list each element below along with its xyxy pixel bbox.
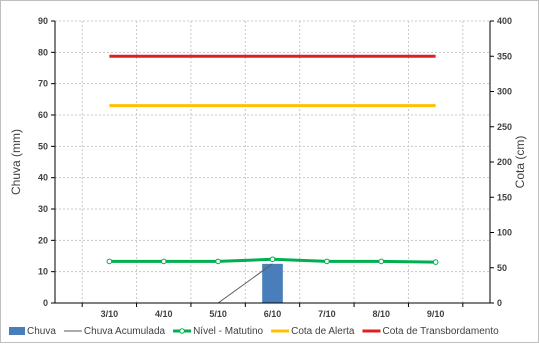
y-tick-label-right: 100 [497,228,512,238]
bar [262,264,283,303]
x-tick-label: 4/10 [155,309,173,319]
y-tick-label-left: 0 [43,298,48,308]
series-point [161,259,166,264]
y-tick-label-right: 400 [497,16,512,26]
y-tick-label-right: 200 [497,157,512,167]
y-tick-label-left: 90 [38,16,48,26]
x-tick-label: 7/10 [318,309,336,319]
y-axis-title-right: Cota (cm) [513,136,527,189]
x-tick-label: 9/10 [427,309,445,319]
series-point [270,257,275,262]
x-tick-label: 8/10 [372,309,390,319]
y-tick-label-right: 50 [497,263,507,273]
series-point [216,259,221,264]
legend: Chuva Chuva Acumulada Nível - Matutino Cota… [9,326,499,337]
series-point [433,260,438,265]
y-tick-label-right: 250 [497,122,512,132]
series-point [379,259,384,264]
legend-label: Chuva Acumulada [84,326,166,337]
y-tick-label-left: 10 [38,267,48,277]
y-tick-label-left: 40 [38,173,48,183]
y-tick-label-right: 350 [497,51,512,61]
legend-item: Cota de Alerta [271,326,355,337]
legend-swatch [9,327,25,335]
x-tick-label: 5/10 [209,309,227,319]
legend-label: Cota de Alerta [291,326,355,337]
series-point [107,259,112,264]
bars [262,264,283,303]
y-tick-label-right: 0 [497,298,502,308]
legend-item: Chuva [9,326,56,337]
legend-item: Chuva Acumulada [64,326,166,337]
y-tick-label-right: 150 [497,192,512,202]
y-tick-label-left: 80 [38,47,48,57]
y-tick-label-left: 60 [38,110,48,120]
y-tick-label-left: 20 [38,235,48,245]
legend-item: Cota de Transbordamento [362,326,499,337]
x-tick-label: 3/10 [101,309,119,319]
y-axis-title-left: Chuva (mm) [9,129,23,195]
legend-label: Nível - Matutino [193,326,263,337]
legend-label: Cota de Transbordamento [382,326,499,337]
series-point [325,259,330,264]
legend-item: Nível - Matutino [173,326,263,337]
y-tick-label-left: 70 [38,79,48,89]
y-tick-label-left: 30 [38,204,48,214]
legend-label: Chuva [27,326,56,337]
y-tick-label-left: 50 [38,141,48,151]
y-tick-label-right: 300 [497,87,512,97]
x-tick-label: 6/10 [264,309,282,319]
legend-marker [180,329,185,334]
